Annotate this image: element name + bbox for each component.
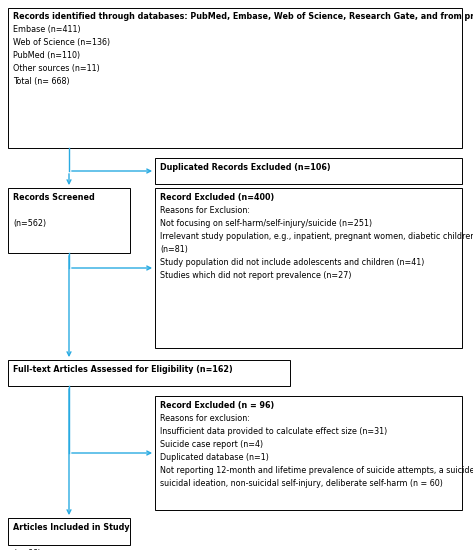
Text: suicidal ideation, non-suicidal self-injury, deliberate self-harm (n = 60): suicidal ideation, non-suicidal self-inj… bbox=[160, 479, 443, 488]
Text: Total (n= 668): Total (n= 668) bbox=[13, 77, 70, 86]
Text: Records Screened: Records Screened bbox=[13, 193, 95, 202]
Text: Duplicated Records Excluded (n=106): Duplicated Records Excluded (n=106) bbox=[160, 163, 331, 172]
Bar bbox=[155, 188, 462, 348]
Text: Suicide case report (n=4): Suicide case report (n=4) bbox=[160, 440, 263, 449]
Bar bbox=[8, 8, 462, 148]
Text: Reasons for Exclusion:: Reasons for Exclusion: bbox=[160, 206, 250, 215]
Text: Articles Included in Study: Articles Included in Study bbox=[13, 523, 130, 532]
Text: Embase (n=411): Embase (n=411) bbox=[13, 25, 80, 34]
Text: (n=66): (n=66) bbox=[13, 549, 41, 550]
Text: Reasons for exclusion:: Reasons for exclusion: bbox=[160, 414, 250, 423]
Text: Not reporting 12-month and lifetime prevalence of suicide attempts, a suicide pl: Not reporting 12-month and lifetime prev… bbox=[160, 466, 473, 475]
Text: Other sources (n=11): Other sources (n=11) bbox=[13, 64, 100, 73]
Text: (n=562): (n=562) bbox=[13, 219, 46, 228]
Text: Study population did not include adolescents and children (n=41): Study population did not include adolesc… bbox=[160, 258, 424, 267]
Text: Duplicated database (n=1): Duplicated database (n=1) bbox=[160, 453, 269, 462]
Bar bbox=[8, 518, 130, 545]
Bar bbox=[155, 396, 462, 510]
Text: Record Excluded (n = 96): Record Excluded (n = 96) bbox=[160, 401, 274, 410]
Bar bbox=[155, 158, 462, 184]
Text: Record Excluded (n=400): Record Excluded (n=400) bbox=[160, 193, 274, 202]
Text: Studies which did not report prevalence (n=27): Studies which did not report prevalence … bbox=[160, 271, 351, 280]
Text: Full-text Articles Assessed for Eligibility (n=162): Full-text Articles Assessed for Eligibil… bbox=[13, 365, 233, 374]
Text: Irrelevant study population, e.g., inpatient, pregnant women, diabetic children: Irrelevant study population, e.g., inpat… bbox=[160, 232, 473, 241]
Text: Web of Science (n=136): Web of Science (n=136) bbox=[13, 38, 110, 47]
Text: Not focusing on self-harm/self-injury/suicide (n=251): Not focusing on self-harm/self-injury/su… bbox=[160, 219, 372, 228]
Text: PubMed (n=110): PubMed (n=110) bbox=[13, 51, 80, 60]
Text: Insufficient data provided to calculate effect size (n=31): Insufficient data provided to calculate … bbox=[160, 427, 387, 436]
Bar bbox=[8, 188, 130, 253]
Text: (n=81): (n=81) bbox=[160, 245, 188, 254]
Bar bbox=[8, 360, 290, 386]
Text: Records identified through databases: PubMed, Embase, Web of Science, Research G: Records identified through databases: Pu… bbox=[13, 12, 473, 21]
